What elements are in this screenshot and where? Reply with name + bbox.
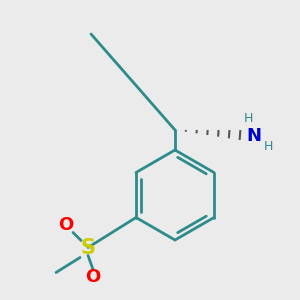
Text: N: N [247, 127, 262, 145]
Text: H: H [243, 112, 253, 125]
Text: O: O [85, 268, 101, 286]
Text: S: S [80, 238, 95, 257]
Text: O: O [58, 217, 74, 235]
Text: H: H [263, 140, 273, 154]
